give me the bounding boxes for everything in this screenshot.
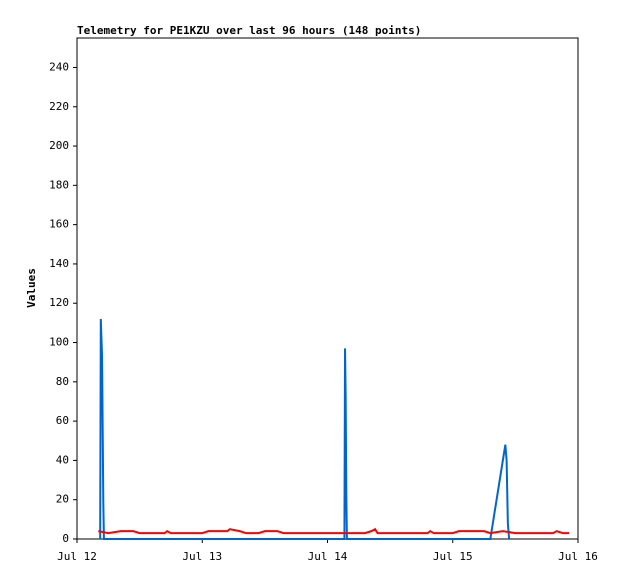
y-tick-label: 120: [49, 296, 69, 309]
y-tick-label: 140: [49, 257, 69, 270]
x-tick-label: Jul 15: [433, 550, 473, 563]
series-line: [98, 527, 570, 535]
y-tick-label: 240: [49, 60, 69, 73]
y-tick-label: 100: [49, 336, 69, 349]
x-tick-label: Jul 13: [182, 550, 222, 563]
chart-title: Telemetry for PE1KZU over last 96 hours …: [77, 24, 421, 37]
y-tick-label: 20: [56, 493, 69, 506]
y-tick-label: 40: [56, 453, 69, 466]
y-tick-label: 80: [56, 375, 69, 388]
y-tick-label: 220: [49, 100, 69, 113]
y-tick-label: 0: [62, 532, 69, 545]
series-line: [99, 318, 511, 540]
x-tick-label: Jul 16: [558, 550, 598, 563]
x-tick-label: Jul 12: [57, 550, 97, 563]
y-axis-label: Values: [25, 268, 38, 308]
y-tick-label: 200: [49, 139, 69, 152]
y-tick-label: 160: [49, 218, 69, 231]
y-tick-label: 180: [49, 178, 69, 191]
x-tick-label: Jul 14: [308, 550, 348, 563]
y-tick-label: 60: [56, 414, 69, 427]
